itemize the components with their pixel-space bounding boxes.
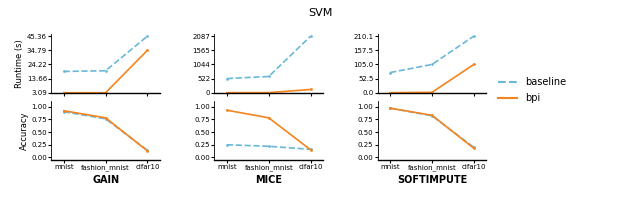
Y-axis label: Accuracy: Accuracy [19, 111, 29, 150]
X-axis label: GAIN: GAIN [92, 175, 119, 185]
Legend: baseline, bpi: baseline, bpi [498, 77, 566, 103]
Y-axis label: Runtime (s): Runtime (s) [15, 39, 24, 88]
X-axis label: SOFTIMPUTE: SOFTIMPUTE [397, 175, 467, 185]
X-axis label: MICE: MICE [255, 175, 282, 185]
Text: SVM: SVM [308, 8, 332, 18]
